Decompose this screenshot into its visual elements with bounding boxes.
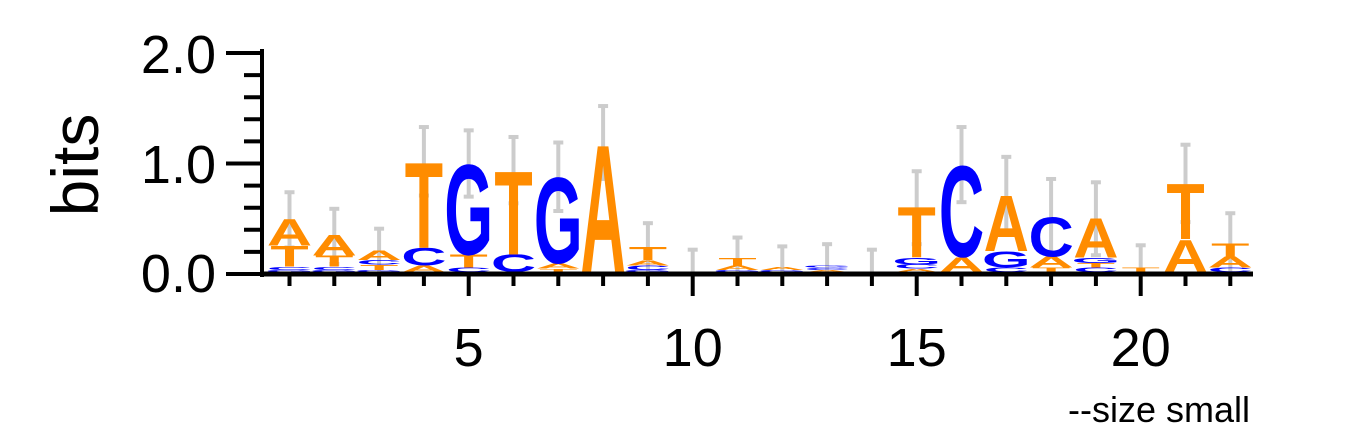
footnote-size-small: --size small xyxy=(1068,389,1250,430)
logo-letter-c: C xyxy=(625,264,670,271)
x-tick-label-5: 5 xyxy=(454,318,484,378)
logo-letter-t: T xyxy=(494,148,532,281)
logo-letter-a: A xyxy=(715,264,760,271)
logo-letter-t: T xyxy=(1166,168,1204,257)
logo-letter-g: G xyxy=(624,269,673,272)
x-tick-label-15: 15 xyxy=(887,318,947,378)
logo-letter-a: A xyxy=(536,262,581,270)
logo-letter-a: A xyxy=(1073,206,1118,270)
logo-letter-a: A xyxy=(625,259,670,267)
logo-letter-t: T xyxy=(539,268,577,273)
logo-letter-g: G xyxy=(713,269,762,272)
logo-letter-a: A xyxy=(401,264,446,274)
y-axis-label: bits xyxy=(38,114,112,217)
logo-letter-t: T xyxy=(1211,240,1249,261)
logo-letter-t: T xyxy=(1077,262,1115,269)
logo-letter-t: T xyxy=(405,137,443,274)
logo-letter-c: C xyxy=(312,266,357,271)
logo-letter-a: A xyxy=(804,269,849,272)
logo-letter-g: G xyxy=(265,269,314,272)
error-bars-layer xyxy=(284,104,1236,274)
logo-letter-a: A xyxy=(1028,254,1073,271)
logo-letter-c: C xyxy=(446,267,491,274)
logo-letter-a: A xyxy=(760,266,805,271)
logo-letter-g: G xyxy=(355,269,404,272)
y-tick-label-1: 1.0 xyxy=(141,135,216,195)
logo-letter-c: C xyxy=(401,244,446,271)
logo-letter-a: A xyxy=(356,247,401,263)
logo-letter-t: T xyxy=(718,256,756,268)
logo-letter-t: T xyxy=(270,241,308,273)
y-tick-label-2: 2.0 xyxy=(141,25,216,85)
logo-letter-g: G xyxy=(892,256,941,266)
logo-letter-g: G xyxy=(310,269,359,272)
logo-letter-g: G xyxy=(758,269,807,272)
logo-letter-c: C xyxy=(894,263,939,270)
logo-letter-c: C xyxy=(267,266,312,271)
logo-letter-a: A xyxy=(1208,254,1253,271)
x-tick-label-20: 20 xyxy=(1111,318,1171,378)
logo-letter-c: C xyxy=(1208,267,1253,274)
logo-letter-c: C xyxy=(356,259,401,266)
logo-letter-t: T xyxy=(629,243,667,264)
logo-letter-a: A xyxy=(939,253,984,277)
logo-letter-g: G xyxy=(982,247,1031,273)
logo-letter-a: A xyxy=(984,180,1029,269)
logo-letter-a: A xyxy=(267,212,312,255)
logo-letter-c: C xyxy=(984,267,1029,274)
y-tick-label-0: 0.0 xyxy=(141,244,216,304)
logo-letter-a: A xyxy=(894,268,939,273)
logo-letter-g: G xyxy=(444,139,493,283)
logo-letter-a: A xyxy=(312,230,357,262)
logo-letter-c: C xyxy=(804,267,849,270)
logo-letter-t: T xyxy=(898,194,936,274)
ticks-layer xyxy=(226,51,1233,296)
logo-letter-t: T xyxy=(450,251,488,272)
logo-letter-t: T xyxy=(360,263,398,271)
logo-letter-g: G xyxy=(1072,256,1121,264)
logo-letter-c: C xyxy=(1028,205,1073,269)
logo-letter-t: T xyxy=(1122,267,1160,274)
logo-letter-c: C xyxy=(939,138,984,285)
logo-letter-c: C xyxy=(1073,267,1118,274)
x-tick-label-10: 10 xyxy=(663,318,723,378)
logo-letter-g: G xyxy=(803,265,852,268)
logo-letter-t: T xyxy=(315,253,353,270)
logo-letter-t: T xyxy=(1032,267,1070,274)
logo-letter-g: G xyxy=(534,152,583,289)
